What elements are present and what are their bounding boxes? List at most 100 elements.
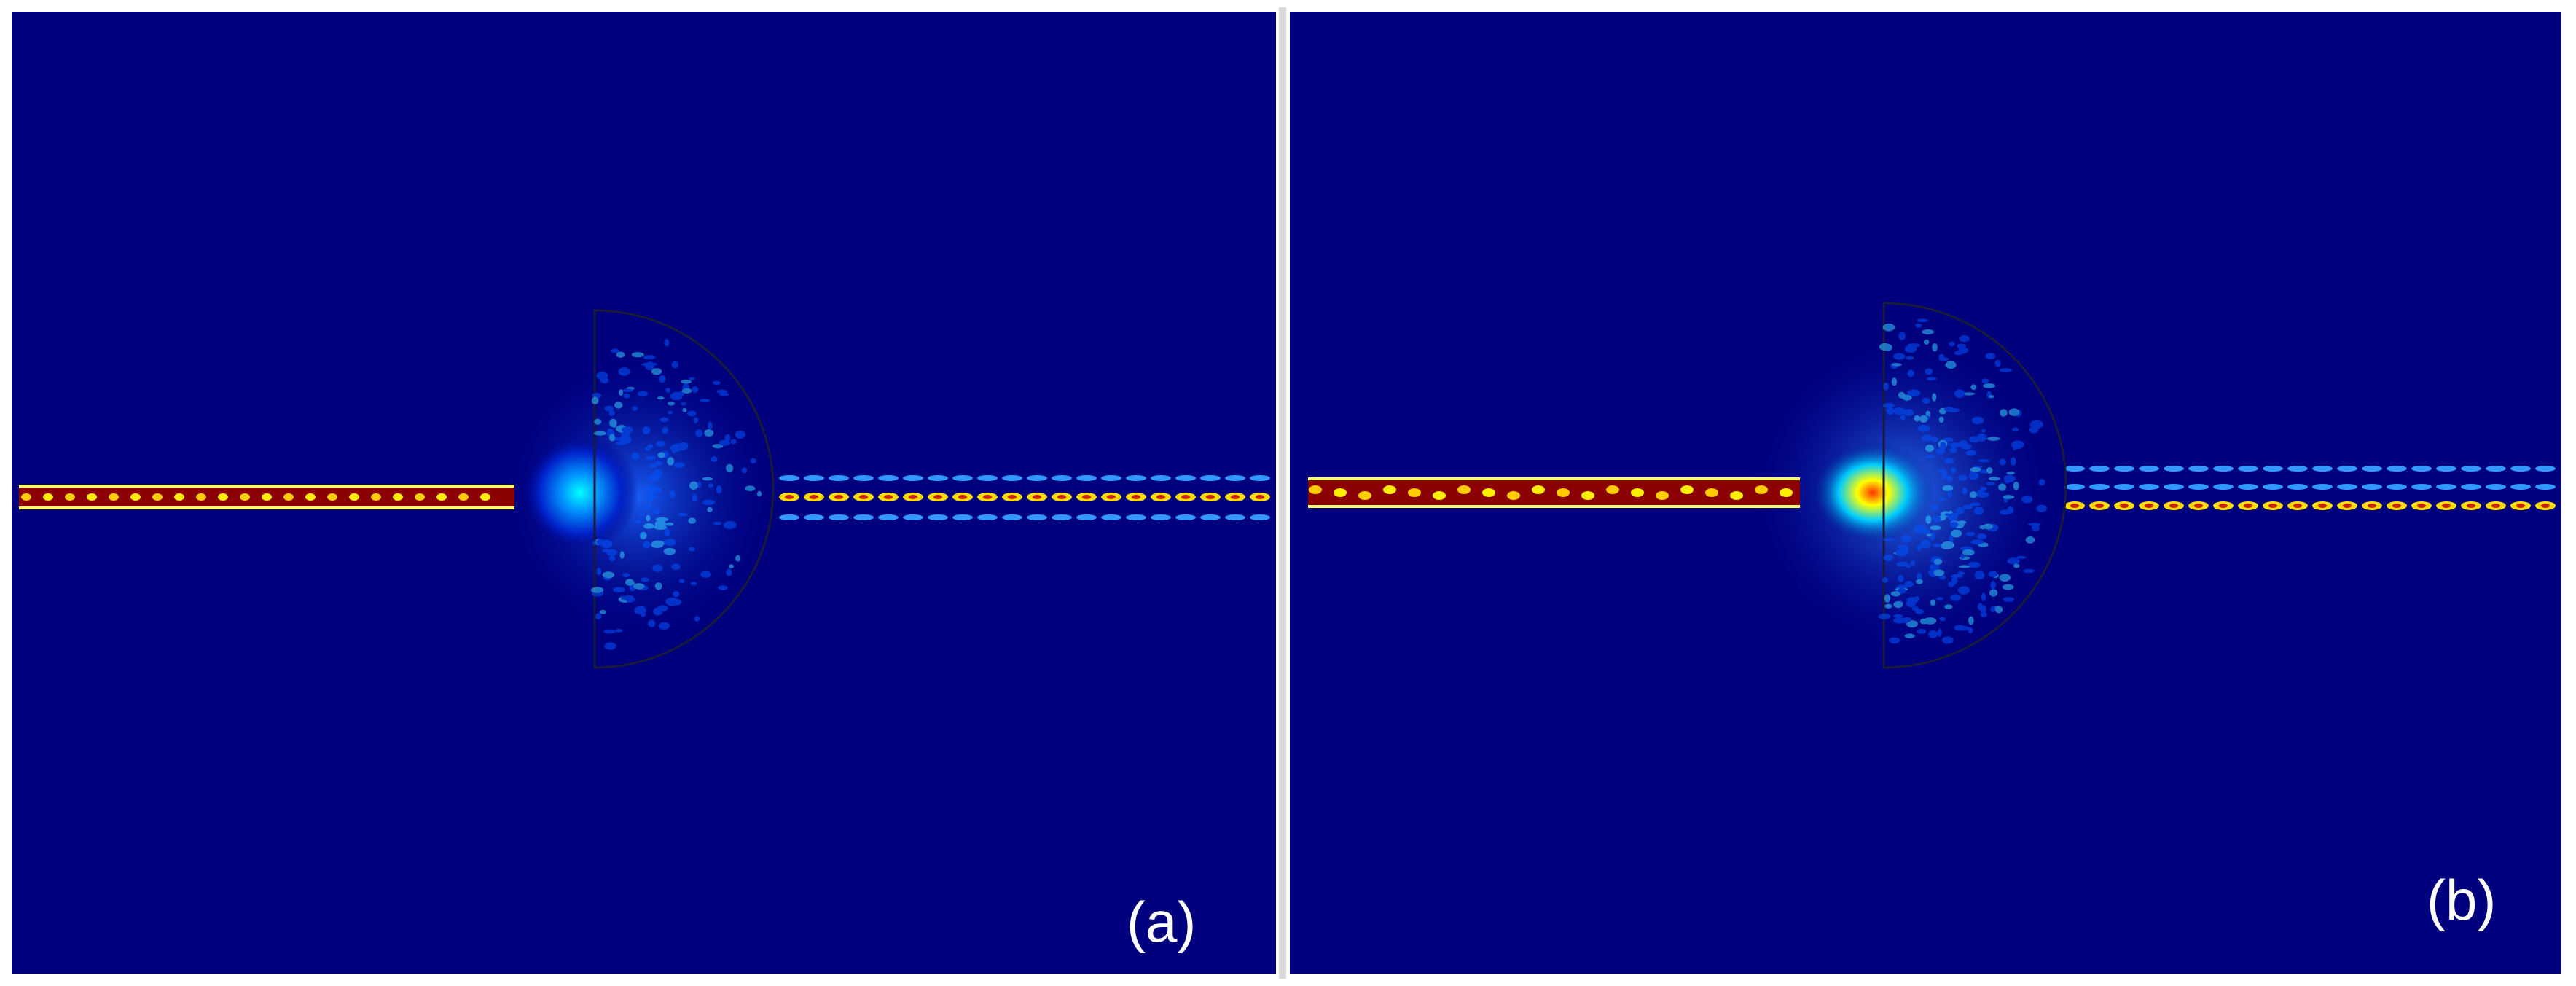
speckle (726, 463, 734, 473)
field-bead (2287, 466, 2308, 472)
field-bead (2194, 504, 2203, 508)
speckle (1970, 502, 1981, 506)
field-bead (779, 475, 799, 481)
field-bead (240, 493, 250, 501)
speckle (596, 539, 605, 545)
speckle (1948, 490, 1953, 498)
field-bead (1206, 495, 1215, 499)
field-bead (1334, 488, 1347, 497)
field-bead (2486, 466, 2506, 472)
speckle (1930, 599, 1936, 606)
output-waveguide-3 (2064, 501, 2556, 510)
speckle (681, 388, 692, 394)
speckle (1929, 563, 1940, 570)
field-bead (2064, 484, 2085, 490)
speckle (614, 629, 623, 633)
field-bead (829, 514, 849, 520)
field-bead (1507, 491, 1520, 500)
speckle (1904, 581, 1914, 587)
speckle (1930, 504, 1939, 511)
speckle (1949, 341, 1955, 347)
field-bead (2510, 466, 2531, 472)
speckle (611, 420, 617, 429)
speckle (655, 517, 669, 522)
speckle (1943, 437, 1954, 442)
speckle (700, 399, 710, 402)
speckle (1925, 515, 1932, 524)
field-bead (1780, 488, 1793, 497)
field-bead (1027, 475, 1047, 481)
speckle (1900, 415, 1906, 420)
speckle (1906, 564, 1911, 568)
field-bead (1076, 475, 1097, 481)
field-bead (1101, 475, 1121, 481)
speckle (682, 407, 687, 412)
speckle (1976, 533, 1987, 540)
speckle (1962, 504, 1973, 510)
speckle (1915, 609, 1925, 614)
speckle (648, 474, 662, 481)
speckle (1937, 628, 1942, 637)
speckle (653, 469, 663, 476)
field-bead (1457, 485, 1471, 494)
speckle (1999, 368, 2013, 372)
speckle (723, 520, 737, 530)
field-bead (2263, 484, 2283, 490)
speckle (1949, 447, 1957, 453)
speckle (604, 642, 616, 650)
field-bead (1250, 475, 1270, 481)
speckle (688, 547, 695, 552)
field-bead (2392, 504, 2401, 508)
speckle (1941, 636, 1954, 644)
half-disk-outline (1882, 302, 2067, 669)
speckle (1898, 332, 1906, 340)
speckle (1959, 334, 1970, 343)
speckle (1973, 506, 1984, 515)
speckle (2016, 555, 2027, 559)
speckle (2031, 524, 2040, 532)
speckle (1955, 507, 1965, 514)
speckle (621, 426, 633, 434)
field-bead (1200, 514, 1221, 520)
speckle (1893, 614, 1903, 619)
panel-a: (a) (12, 12, 1276, 974)
field-bead (2442, 504, 2451, 508)
coupler-field (500, 351, 777, 642)
speckle (1968, 627, 1973, 634)
speckle (594, 418, 602, 425)
speckle (713, 521, 722, 525)
output-waveguides-b (2064, 466, 2556, 510)
field-bead (480, 493, 490, 501)
speckle (1906, 356, 1914, 360)
field-bead (785, 495, 794, 499)
speckle (2011, 427, 2019, 432)
speckle (648, 463, 658, 469)
speckle (2002, 584, 2014, 590)
field-bead (903, 514, 923, 520)
speckle (1895, 548, 1908, 557)
speckle (750, 458, 756, 464)
field-bead (2535, 466, 2556, 472)
speckle (657, 605, 668, 612)
field-bead (371, 493, 381, 501)
speckle (1923, 339, 1930, 345)
speckle (654, 582, 662, 590)
speckle (610, 348, 619, 353)
speckle (1907, 369, 1914, 377)
field-bead (1151, 514, 1171, 520)
speckle (623, 393, 630, 399)
speckle (646, 484, 655, 492)
speckle (614, 402, 623, 409)
field-bead (779, 514, 799, 520)
field-bead (2120, 504, 2129, 508)
speckle (1939, 617, 1946, 622)
speckle (1971, 416, 1984, 424)
speckle (654, 525, 668, 530)
field-bead (810, 495, 818, 499)
speckle (671, 361, 679, 369)
field-bead (2089, 466, 2110, 472)
field-bead (2337, 466, 2357, 472)
field-bead (2510, 484, 2531, 490)
field-bead (43, 493, 53, 501)
field-bead (1175, 514, 1196, 520)
